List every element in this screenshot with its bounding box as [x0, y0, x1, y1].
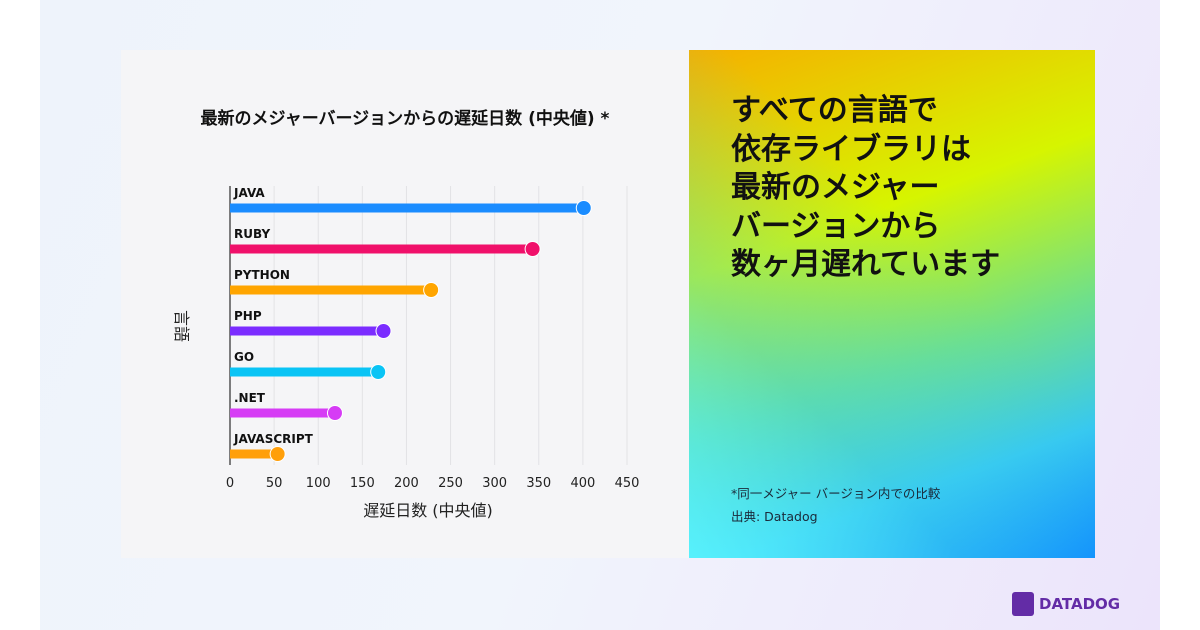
category-label: .NET [234, 391, 266, 405]
x-tick-label: 250 [438, 476, 463, 491]
bar-end-dot [326, 405, 343, 421]
bar [230, 449, 278, 459]
category-label: GO [234, 350, 254, 364]
bar-end-dot [269, 446, 286, 462]
x-tick-label: 350 [526, 476, 551, 491]
bar [230, 367, 379, 377]
x-tick-label: 100 [306, 476, 331, 491]
x-tick-label: 50 [266, 476, 283, 491]
source: 出典: Datadog [731, 509, 818, 524]
bar-end-dot [370, 364, 387, 380]
y-axis-label: 言語 [172, 310, 191, 342]
x-tick-label: 450 [615, 476, 640, 491]
x-tick-label: 300 [482, 476, 507, 491]
x-tick-label: 200 [394, 476, 419, 491]
x-tick-label: 0 [226, 476, 234, 491]
bar-end-dot [575, 200, 592, 216]
bar [230, 244, 533, 254]
datadog-logo: DATADOG [1012, 592, 1120, 616]
chart-panel [121, 50, 689, 558]
footnote: *同一メジャー バージョン内での比較 [731, 486, 941, 501]
headline-panel-overlay [689, 50, 1095, 558]
category-label: JAVASCRIPT [233, 432, 314, 446]
datadog-dog-icon [1012, 592, 1034, 616]
logo-text: DATADOG [1039, 595, 1121, 613]
bar [230, 408, 335, 418]
category-label: RUBY [234, 227, 270, 241]
bar [230, 203, 584, 213]
category-label: JAVA [233, 186, 265, 200]
bar-end-dot [423, 282, 440, 298]
bar [230, 326, 384, 336]
x-axis-label: 遅延日数 (中央値) [363, 501, 493, 520]
category-label: PYTHON [234, 268, 290, 282]
bar-end-dot [375, 323, 392, 339]
category-label: PHP [234, 309, 262, 323]
x-tick-label: 150 [350, 476, 375, 491]
bar-end-dot [524, 241, 541, 257]
bar [230, 285, 432, 295]
chart-title: 最新のメジャーバージョンからの遅延日数 (中央値) * [200, 109, 610, 129]
x-tick-label: 400 [570, 476, 595, 491]
headline: すべての言語で 依存ライブラリは 最新のメジャー バージョンから 数ヶ月遅れてい… [731, 93, 1001, 282]
